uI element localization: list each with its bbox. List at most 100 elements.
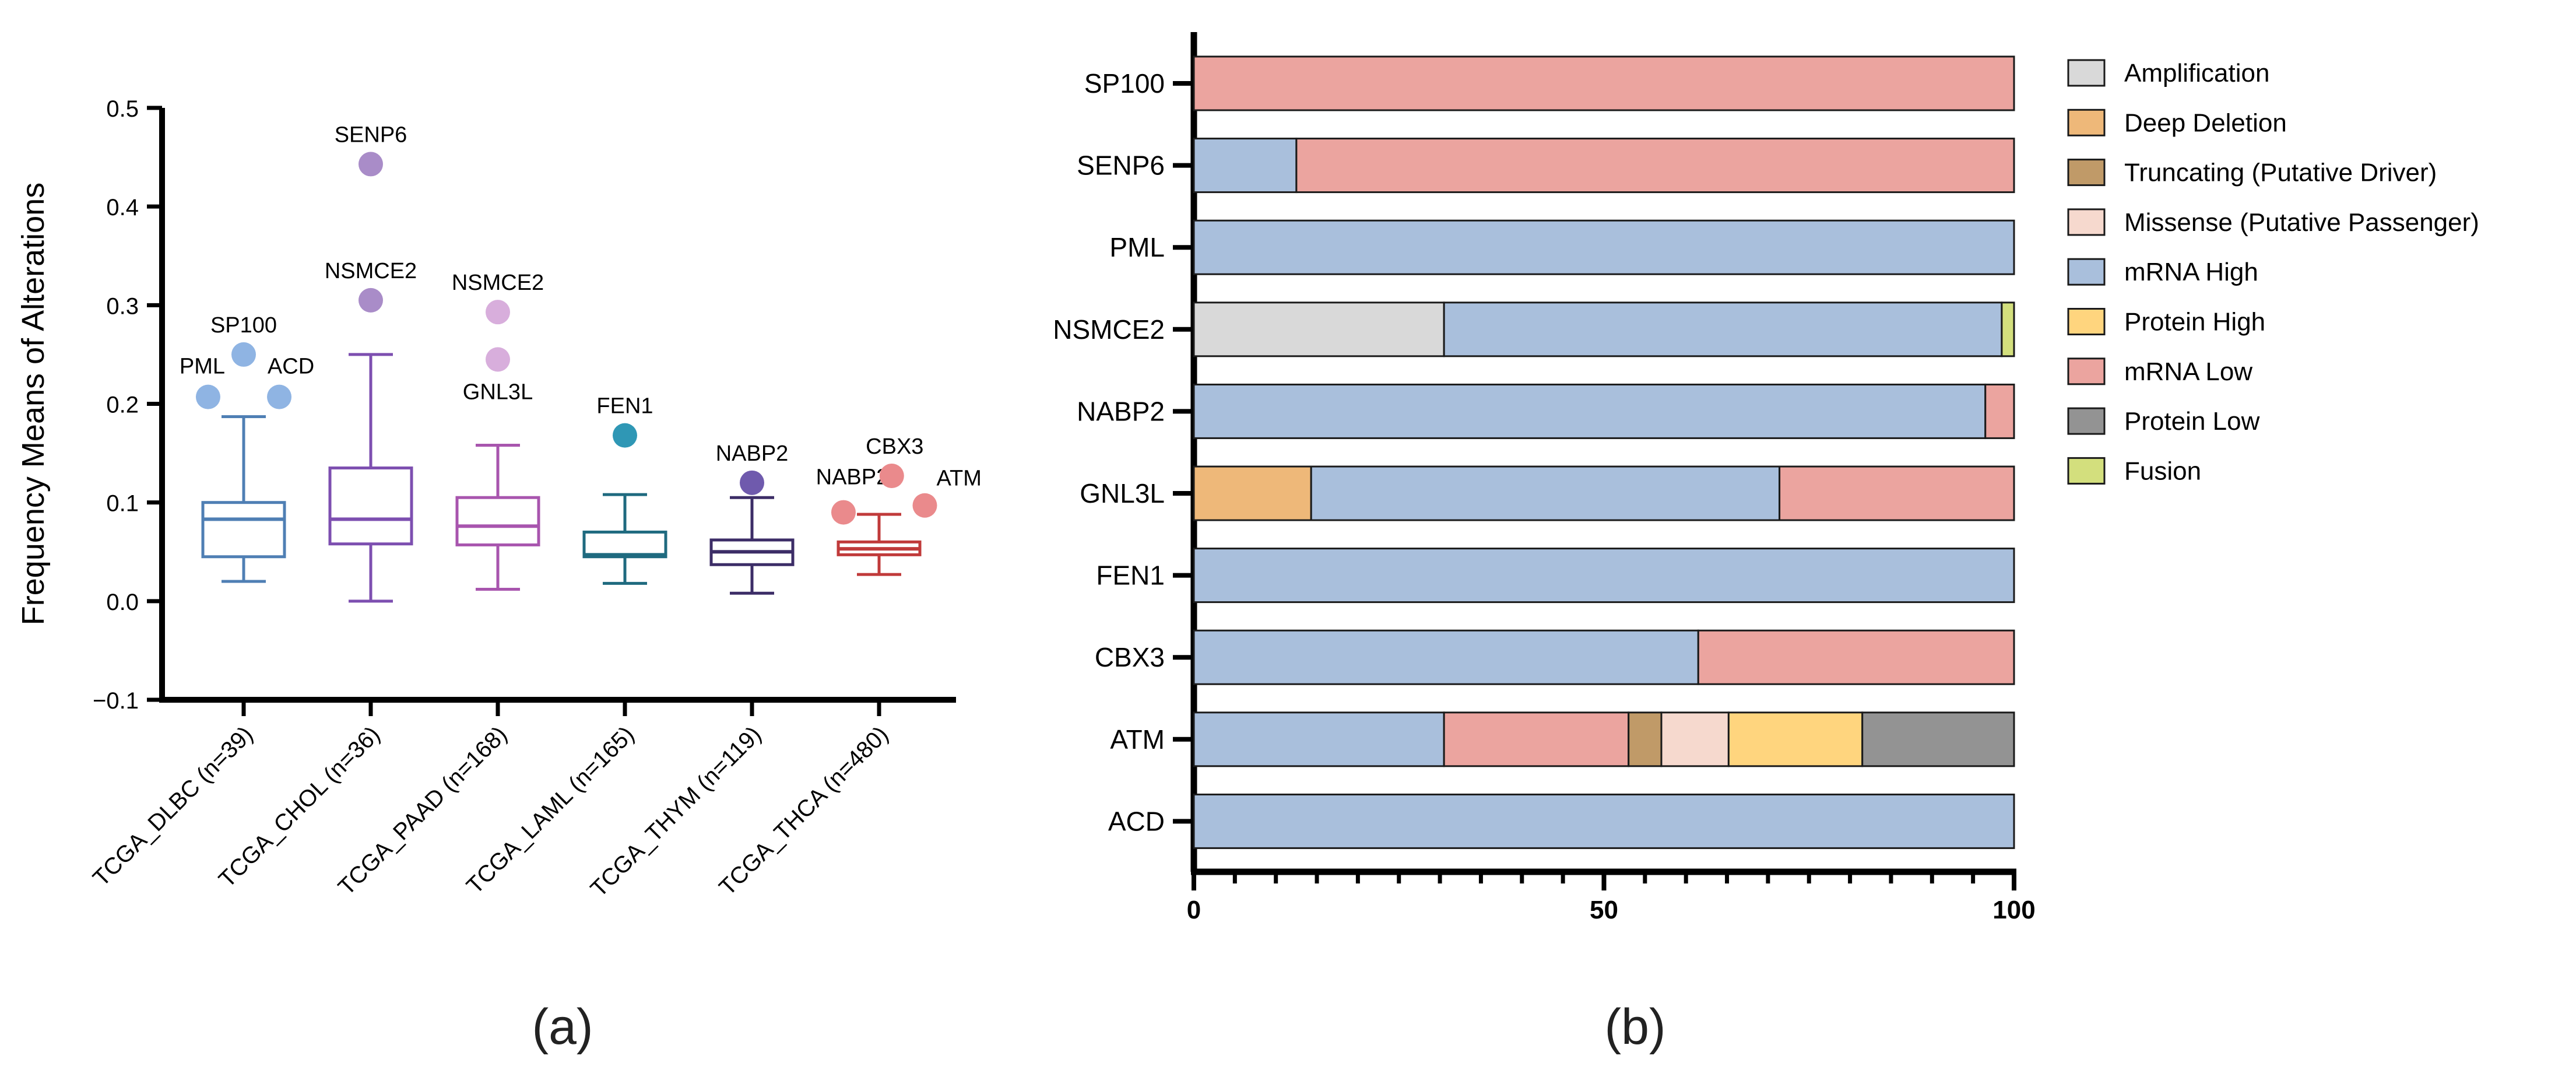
legend-item-protein-high: Protein High [2067,308,2265,336]
bar-segment-deep-deletion [1193,465,1312,521]
bar-row-nsmce2: NSMCE2 [1053,301,2015,357]
bar-segment-mrna-low [1779,465,2015,521]
x-tick-label: 100 [1992,896,2035,924]
outlier-label-pml: PML [180,355,225,379]
box-group-tcga-dlbc-n-39: PML SP100 ACD [180,313,314,583]
legend-item-protein-low: Protein Low [2067,407,2260,436]
panel-b-stacked-bar-chart: 0 50 100 SP100 SENP6 PML NSMCE2 NABP2 GNL3L FEN1 C… [1053,32,2479,924]
y-tick-label: 0.5 [106,96,139,122]
outlier-label-nsmce2: NSMCE2 [452,271,544,295]
legend-label: Amplification [2124,59,2269,87]
outlier-label-gnl3l: GNL3L [463,380,533,404]
bar-row-cbx3: CBX3 [1095,629,2015,685]
legend-swatch-truncating-putative-driver [2067,159,2106,187]
outlier-point-atm [912,493,937,518]
box-group-tcga-paad-n-168: GNL3L NSMCE2 [452,271,544,591]
legend-item-amplification: Amplification [2067,59,2269,87]
bar-row-atm: ATM [1110,711,2015,767]
bar-segment-mrna-low [1193,55,2015,111]
bar-segment-fusion [2001,301,2015,357]
legend-label: Truncating (Putative Driver) [2124,159,2437,187]
outlier-point-nabp2 [740,470,764,495]
legend-item-mrna-high: mRNA High [2067,258,2258,286]
x-tick-label: 0 [1187,896,1201,924]
outlier-point-gnl3l [486,347,510,372]
gene-label: CBX3 [1095,642,1165,672]
gene-label: NABP2 [1077,396,1165,426]
legend-swatch-amplification [2067,59,2106,87]
bar-segment-protein-high [1727,711,1864,767]
bar-segment-mrna-high [1310,465,1781,521]
outlier-label-nabp2: NABP2 [816,465,889,490]
legend-item-truncating-putative-driver: Truncating (Putative Driver) [2067,159,2437,187]
y-tick-label: 0.3 [106,293,139,319]
bar-segment-mrna-high [1443,301,2003,357]
legend-label: Deep Deletion [2124,108,2287,137]
legend-label: mRNA Low [2124,357,2252,386]
legend-swatch-mrna-low [2067,357,2106,385]
panel-b-caption: (b) [1604,999,1665,1055]
box-iqr [582,530,667,559]
y-tick-label: 0.4 [106,195,139,220]
outlier-point-acd [267,384,292,409]
outlier-point-nsmce2 [359,287,383,313]
box-iqr [201,501,286,559]
bar-row-fen1: FEN1 [1096,548,2015,604]
bar-segment-mrna-low [1295,138,2015,194]
bar-row-acd: ACD [1108,793,2015,849]
x-tick-label: 50 [1590,896,1618,924]
legend-item-fusion: Fusion [2067,457,2201,485]
outlier-label-atm: ATM [936,467,981,491]
outlier-point-nsmce2 [486,300,510,325]
outlier-label-acd: ACD [268,355,314,379]
outlier-point-pml [195,384,220,409]
legend-swatch-fusion [2067,457,2106,485]
gene-label: NSMCE2 [1053,314,1165,345]
bar-segment-mrna-high [1193,138,1298,194]
legend-swatch-protein-high [2067,308,2106,335]
legend-label: Missense (Putative Passenger) [2124,208,2479,237]
bar-segment-mrna-high [1193,219,2015,275]
bar-segment-protein-low [1861,711,2015,767]
bar-segment-mrna-high [1193,711,1445,767]
box-group-tcga-thym-n-119: NABP2 [709,441,795,595]
bar-row-pml: PML [1109,219,2015,275]
bar-row-gnl3l: GNL3L [1080,465,2015,521]
outlier-point-sp100 [231,342,256,367]
gene-label: ACD [1108,806,1165,836]
legend-label: Protein High [2124,308,2265,336]
y-tick-label: 0.0 [106,590,139,615]
legend-item-missense-putative-passenger: Missense (Putative Passenger) [2067,208,2479,237]
bar-segment-mrna-high [1193,548,2015,604]
bar-segment-mrna-high [1193,793,2015,849]
y-tick-label: −0.1 [93,688,139,714]
outlier-label-cbx3: CBX3 [866,434,923,459]
box-iqr [328,466,413,546]
legend-item-deep-deletion: Deep Deletion [2067,108,2287,137]
outlier-label-senp6: SENP6 [335,122,407,147]
outlier-point-fen1 [613,423,637,448]
gene-label: FEN1 [1096,560,1165,591]
legend-label: mRNA High [2124,258,2258,286]
bar-row-nabp2: NABP2 [1077,383,2015,439]
bar-row-senp6: SENP6 [1077,138,2015,194]
box-group-tcga-thca-n-480: NABP2 CBX3 ATM [816,434,982,576]
legend-swatch-protein-low [2067,407,2106,435]
bar-segment-mrna-low [1697,629,2015,685]
y-axis-title: Frequency Means of Alterations [16,183,51,625]
legend-item-mrna-low: mRNA Low [2067,357,2252,386]
y-tick-label: 0.2 [106,392,139,418]
legend-label: Protein Low [2124,407,2260,436]
outlier-point-cbx3 [879,463,904,488]
bar-row-sp100: SP100 [1084,55,2015,111]
gene-label: SENP6 [1077,150,1165,181]
bar-segment-mrna-high [1193,383,1987,439]
bar-segment-mrna-low [1984,383,2015,439]
outlier-point-senp6 [359,152,383,177]
outlier-point-nabp2 [831,500,856,525]
box-group-tcga-laml-n-165: FEN1 [582,394,667,585]
legend-label: Fusion [2124,457,2201,485]
bar-segment-truncating-putative-driver [1628,711,1663,767]
legend-swatch-mrna-high [2067,258,2106,286]
gene-label: GNL3L [1080,478,1165,509]
